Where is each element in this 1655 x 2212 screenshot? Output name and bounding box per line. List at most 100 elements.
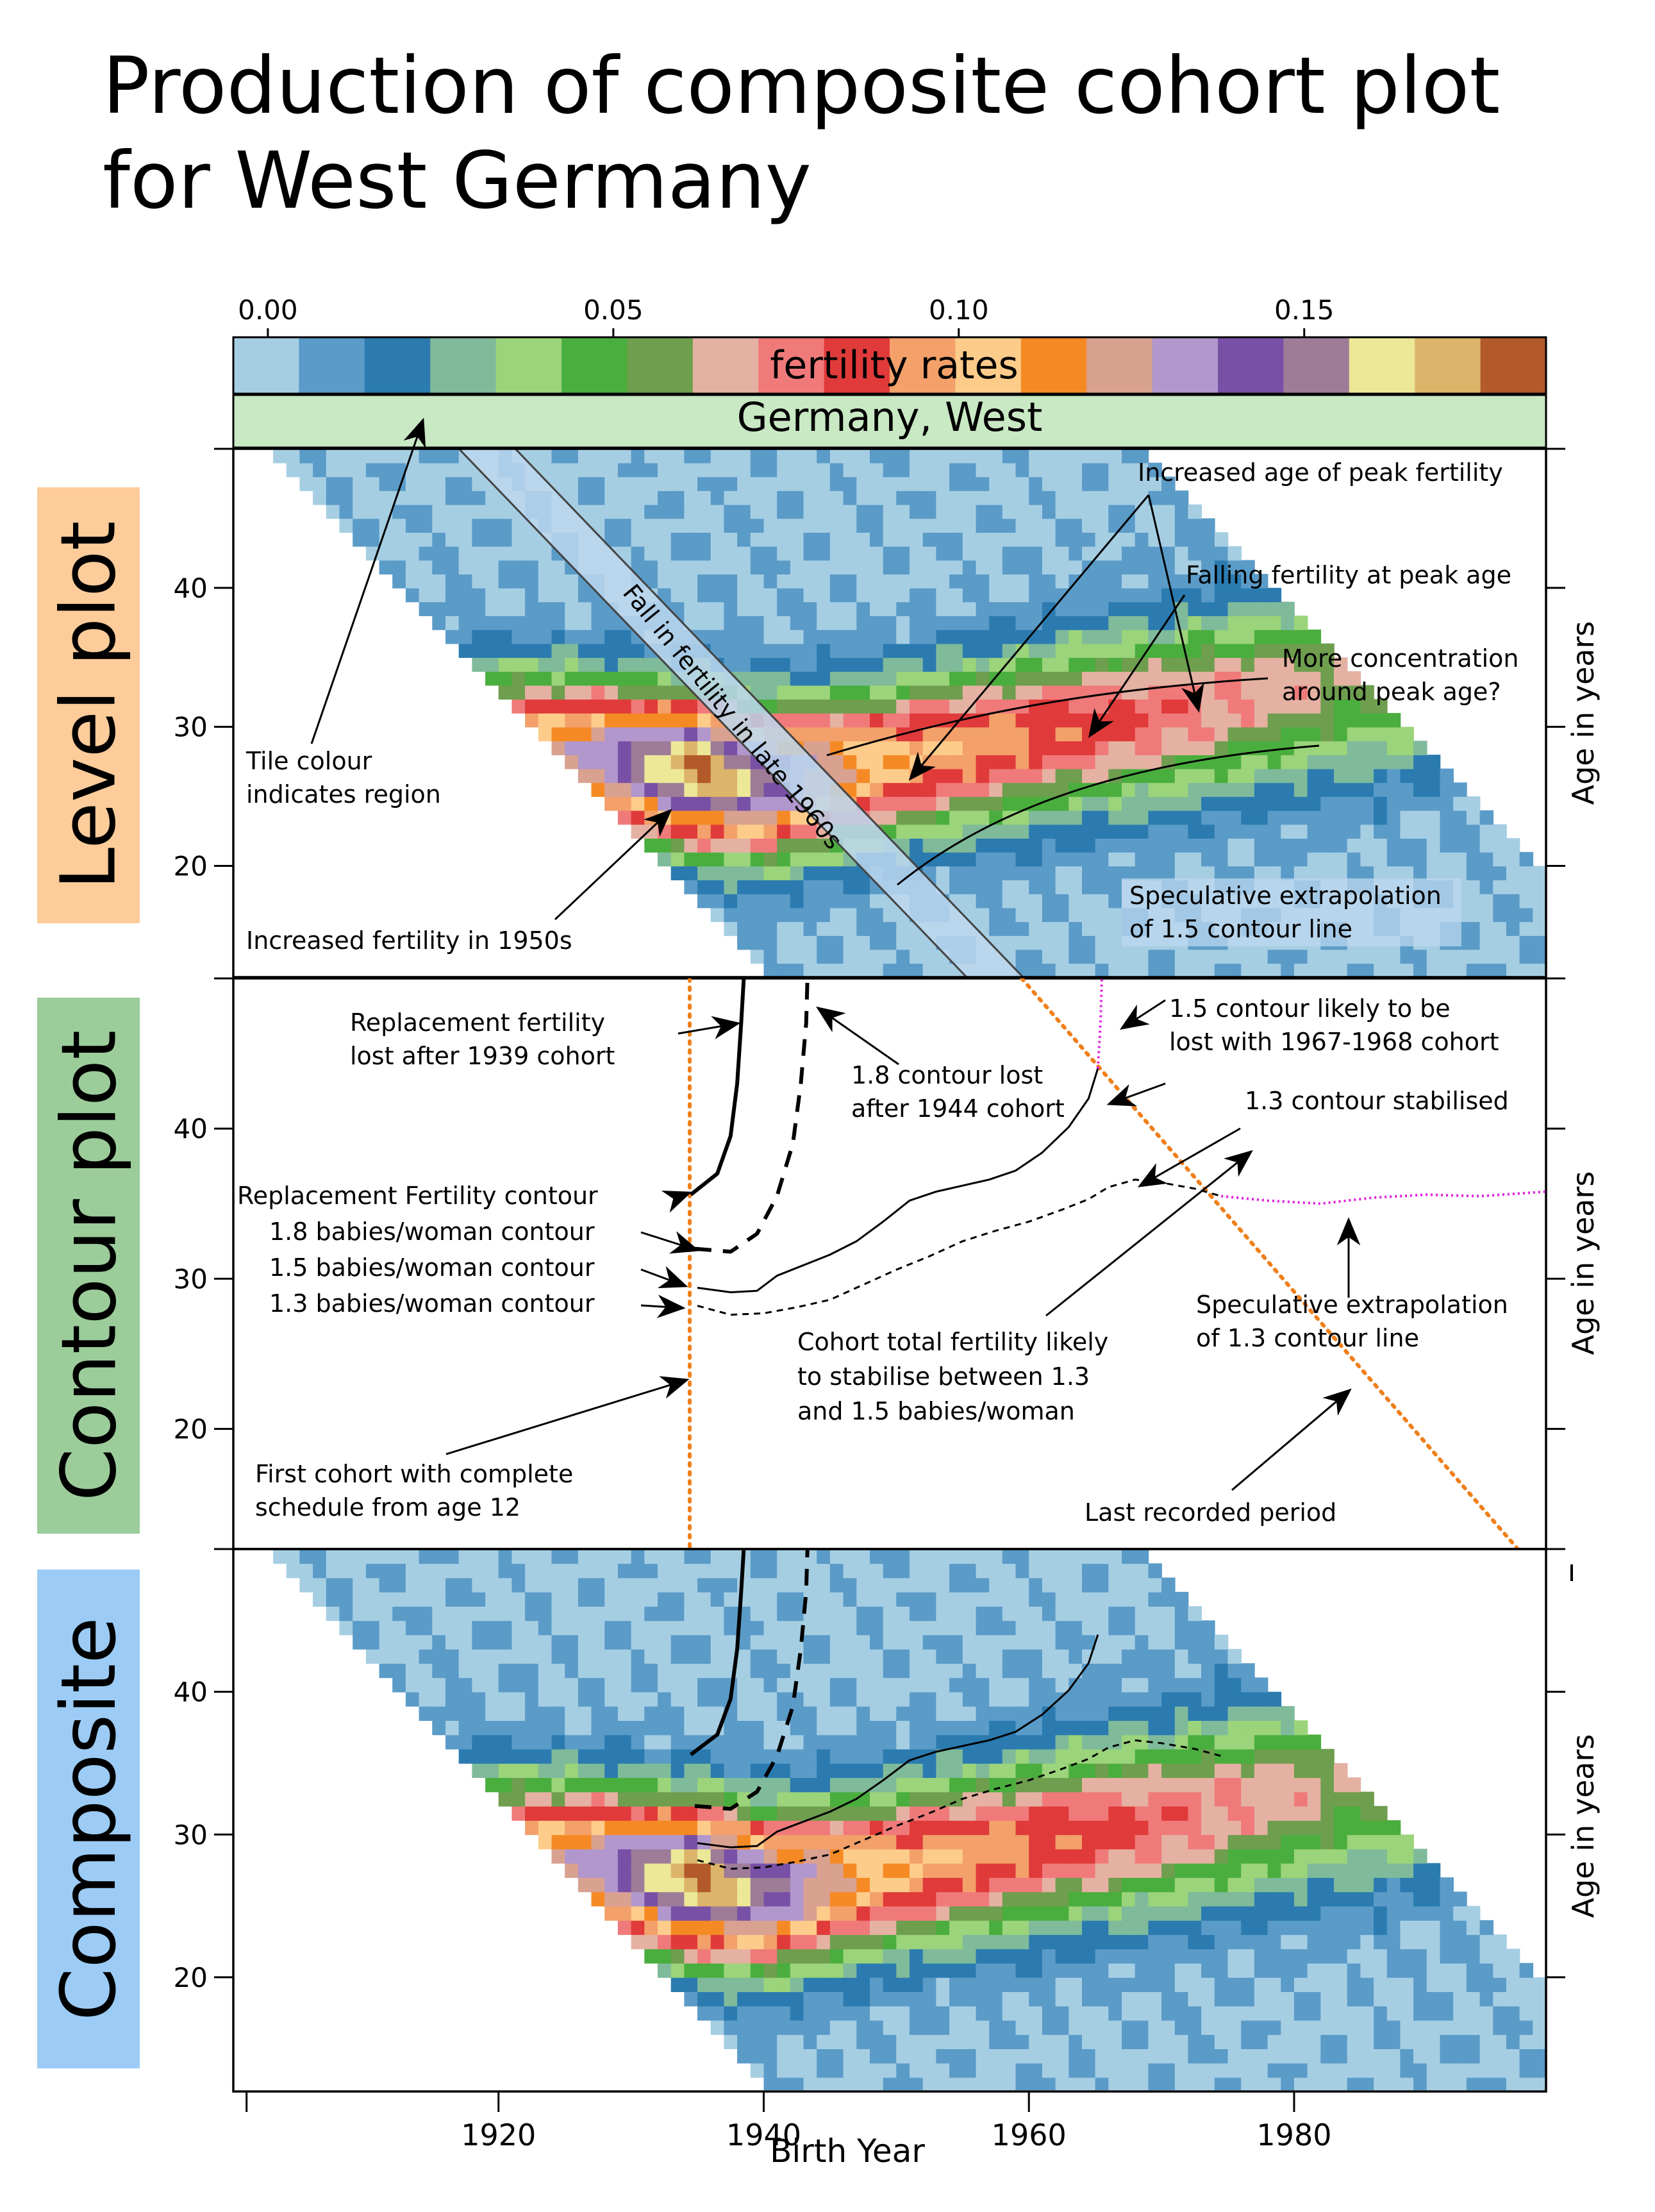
heatmap-tile <box>1015 1791 1029 1807</box>
heatmap-tile <box>1108 1634 1122 1650</box>
heatmap-tile <box>1227 963 1242 977</box>
heatmap-tile <box>763 810 778 825</box>
colorbar-tick-label: 0.00 <box>238 294 298 326</box>
heatmap-tile <box>1307 1820 1322 1836</box>
heatmap-tile <box>1320 1777 1335 1793</box>
heatmap-tile <box>896 1906 910 1921</box>
heatmap-tile <box>1267 1877 1282 1893</box>
heatmap-tile <box>1108 810 1122 825</box>
heatmap-tile <box>817 1963 831 1978</box>
heatmap-tile <box>936 462 950 478</box>
heatmap-tile <box>843 657 858 672</box>
heatmap-tile <box>1479 2063 1494 2078</box>
heatmap-tile <box>817 490 831 505</box>
heatmap-tile <box>1015 880 1029 894</box>
heatmap-tile <box>1453 824 1467 839</box>
heatmap-tile <box>379 1606 394 1621</box>
heatmap-tile <box>1174 768 1189 783</box>
heatmap-tile <box>538 1677 553 1693</box>
heatmap-tile <box>1174 504 1189 519</box>
heatmap-tile <box>419 1677 433 1693</box>
heatmap-tile <box>1519 893 1534 909</box>
heatmap-tile <box>1069 2006 1083 2021</box>
heatmap-tile <box>1227 1806 1242 1821</box>
heatmap-tile <box>922 1791 937 1807</box>
heatmap-tile <box>777 1863 791 1878</box>
heatmap-tile <box>591 1705 605 1721</box>
heatmap-tile <box>790 1791 804 1807</box>
colorbar-swatch <box>430 337 497 394</box>
heatmap-tile <box>1148 1734 1162 1750</box>
heatmap-tile <box>511 699 526 714</box>
heatmap-tile <box>976 504 990 519</box>
heatmap-tile <box>737 1677 751 1693</box>
heatmap-tile <box>1281 1906 1295 1921</box>
heatmap-tile <box>1095 1920 1110 1935</box>
heatmap-tile <box>763 1634 778 1650</box>
heatmap-tile <box>1148 824 1162 839</box>
heatmap-tile <box>870 1977 884 1992</box>
heatmap-tile <box>710 1863 725 1878</box>
heatmap-tile <box>922 796 937 811</box>
heatmap-tile <box>1214 1906 1229 1921</box>
heatmap-tile <box>1307 1906 1322 1921</box>
heatmap-tile <box>803 685 817 700</box>
heatmap-tile <box>1161 1891 1176 1907</box>
heatmap-tile <box>1347 2006 1361 2021</box>
heatmap-tile <box>949 1563 963 1579</box>
heatmap-tile <box>724 504 738 519</box>
heatmap-tile <box>1161 490 1176 505</box>
heatmap-tile <box>697 1948 711 1964</box>
heatmap-tile <box>617 643 632 658</box>
heatmap-tile <box>750 1891 765 1907</box>
heatmap-tile <box>1466 2034 1481 2049</box>
heatmap-tile <box>817 601 831 616</box>
heatmap-tile <box>962 1906 977 1921</box>
heatmap-tile <box>1201 741 1215 755</box>
heatmap-tile <box>710 1920 725 1935</box>
heatmap-tile <box>1122 546 1136 561</box>
heatmap-tile <box>1029 532 1043 547</box>
heatmap-tile <box>1201 1763 1215 1778</box>
heatmap-tile <box>1360 1920 1374 1935</box>
heatmap-tile <box>365 504 380 519</box>
heatmap-tile <box>538 713 553 728</box>
heatmap-tile <box>896 1934 910 1950</box>
heatmap-tile <box>565 1705 579 1721</box>
heatmap-tile <box>817 921 831 936</box>
heatmap-tile <box>1002 1748 1017 1764</box>
heatmap-tile <box>790 2020 804 2035</box>
heatmap-tile <box>1307 1963 1322 1978</box>
heatmap-tile <box>472 601 486 616</box>
heatmap-tile <box>1241 1720 1255 1736</box>
heatmap-tile <box>936 1806 950 1821</box>
heatmap-tile <box>883 1763 897 1778</box>
heatmap-tile <box>910 601 924 616</box>
heatmap-tile <box>856 629 870 644</box>
heatmap-tile <box>1201 1934 1215 1950</box>
heatmap-tile <box>1307 782 1322 797</box>
heatmap-tile <box>724 518 738 533</box>
heatmap-tile <box>1135 949 1149 964</box>
heatmap-tile <box>511 657 526 672</box>
heatmap-tile <box>1440 2077 1454 2090</box>
heatmap-tile <box>1069 1663 1083 1679</box>
heatmap-tile <box>525 601 539 616</box>
heatmap-tile <box>1386 1934 1401 1950</box>
heatmap-tile <box>1546 935 1560 950</box>
heatmap-tile <box>710 893 725 909</box>
heatmap-tile <box>1214 1820 1229 1836</box>
heatmap-tile <box>379 1577 394 1593</box>
heatmap-tile <box>962 755 977 769</box>
heatmap-tile <box>697 1677 711 1693</box>
heatmap-tile <box>1122 2034 1136 2049</box>
heatmap-tile <box>883 1906 897 1921</box>
heatmap-tile <box>286 1563 301 1579</box>
heatmap-tile <box>829 1606 844 1621</box>
heatmap-tile <box>777 1591 791 1607</box>
heatmap-tile <box>1533 2063 1546 2078</box>
heatmap-tile <box>1479 949 1494 964</box>
heatmap-tile <box>843 1734 858 1750</box>
heatmap-tile <box>1015 2077 1029 2090</box>
heatmap-tile <box>670 518 685 533</box>
